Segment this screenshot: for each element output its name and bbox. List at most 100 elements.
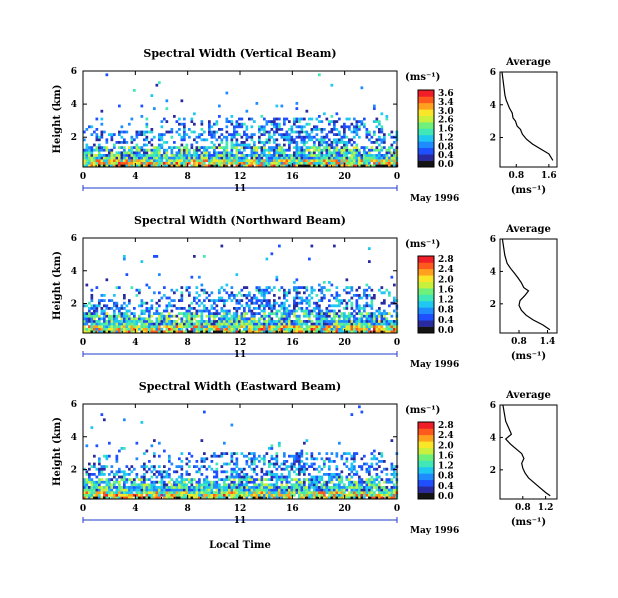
heatmap-cell: [353, 156, 356, 160]
heatmap-cell: [165, 314, 169, 318]
heatmap-cell: [250, 325, 254, 328]
heatmap-cell: [238, 320, 241, 323]
heatmap-cell: [273, 151, 276, 155]
heatmap-cell: [128, 486, 131, 489]
heatmap-cell: [115, 161, 119, 165]
heatmap-cell: [223, 159, 226, 162]
heatmap-cell: [263, 304, 266, 308]
heatmap-cell: [258, 286, 261, 289]
heatmap-cell: [168, 486, 171, 489]
heatmap-cell: [173, 161, 176, 165]
heatmap-cell: [213, 148, 216, 152]
heatmap-cell: [268, 154, 271, 157]
heatmap-cell: [368, 327, 371, 331]
heatmap-cell: [235, 161, 239, 165]
heatmap-cell: [378, 138, 381, 142]
heatmap-cell: [120, 314, 124, 318]
heatmap-cell: [258, 483, 261, 487]
heatmap-cell: [103, 322, 106, 326]
x-tick-label: 20: [338, 504, 351, 514]
heatmap-cell: [393, 327, 396, 331]
heatmap-cell: [353, 322, 356, 326]
colorbar-tick-label: 0.0: [438, 326, 454, 336]
heatmap-cell: [150, 151, 154, 155]
heatmap-cell: [210, 322, 214, 326]
heatmap-cell: [253, 457, 256, 461]
heatmap-cell: [245, 146, 249, 149]
heatmap-cell: [150, 325, 154, 328]
heatmap-cell: [178, 146, 181, 149]
heatmap-cell: [165, 148, 169, 152]
heatmap-cell: [130, 146, 134, 149]
heatmap-cell: [113, 317, 116, 321]
heatmap-cell: [300, 320, 304, 323]
heatmap-cell: [128, 473, 131, 476]
heatmap-cell: [305, 301, 309, 305]
heatmap-cell: [370, 322, 374, 326]
heatmap-cell: [330, 491, 334, 494]
heatmap-cell: [273, 141, 276, 144]
heatmap-cell: [235, 301, 239, 305]
heatmap-cell: [235, 457, 239, 461]
heatmap-cell: [98, 478, 101, 481]
heatmap-cell: [130, 480, 134, 484]
heatmap-cell: [105, 457, 109, 461]
heatmap-cell: [305, 462, 309, 466]
heatmap-cell: [325, 486, 329, 489]
heatmap-cell: [343, 322, 346, 326]
heatmap-cell: [128, 154, 131, 157]
heatmap-cell: [328, 491, 331, 494]
heatmap-cell: [113, 475, 116, 479]
heatmap-cell: [105, 146, 109, 149]
heatmap-cell: [165, 486, 169, 489]
heatmap-cell: [360, 410, 364, 414]
heatmap-cell: [268, 164, 271, 168]
heatmap-cell: [318, 141, 321, 144]
heatmap-cell: [280, 164, 284, 168]
heatmap-cell: [298, 478, 301, 481]
heatmap-cell: [333, 309, 336, 313]
heatmap-cell: [103, 473, 106, 476]
heatmap-cell: [380, 496, 384, 500]
heatmap-cell: [145, 156, 149, 160]
heatmap-cell: [223, 480, 226, 484]
heatmap-cell: [153, 161, 156, 165]
heatmap-cell: [365, 327, 369, 331]
heatmap-cell: [295, 317, 299, 321]
heatmap-cell: [305, 486, 309, 489]
heatmap-cell: [365, 154, 369, 157]
heatmap-cell: [383, 322, 386, 326]
heatmap-cell: [348, 151, 351, 155]
heatmap-cell: [143, 320, 146, 323]
x-tick-label: 20: [338, 338, 351, 348]
heatmap-cell: [235, 125, 239, 129]
heatmap-cell: [155, 475, 159, 479]
heatmap-cell: [165, 475, 169, 479]
heatmap-cell: [230, 460, 234, 463]
heatmap-cell: [270, 475, 274, 479]
heatmap-cell: [160, 320, 164, 323]
heatmap-cell: [203, 480, 206, 484]
colorbar-segment: [418, 281, 434, 289]
heatmap-cell: [158, 327, 161, 331]
heatmap-cell: [353, 135, 356, 139]
heatmap-cell: [263, 130, 266, 134]
heatmap-cell: [258, 325, 261, 328]
heatmap-cell: [250, 330, 254, 334]
heatmap-cell: [268, 327, 271, 331]
heatmap-cell: [368, 483, 371, 487]
colorbar-segment: [418, 313, 434, 321]
heatmap-cell: [240, 151, 244, 155]
heatmap-cell: [230, 120, 234, 123]
heatmap-cell: [393, 156, 396, 160]
heatmap-cell: [293, 486, 296, 489]
heatmap-cell: [320, 483, 324, 487]
heatmap-cell: [313, 327, 316, 331]
heatmap-cell: [100, 470, 104, 474]
heatmap-cell: [330, 460, 334, 463]
heatmap-cell: [373, 296, 376, 300]
heatmap-cell: [330, 325, 334, 328]
heatmap-cell: [308, 146, 311, 149]
heatmap-cell: [168, 475, 171, 479]
heatmap-cell: [150, 444, 154, 448]
